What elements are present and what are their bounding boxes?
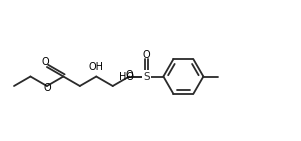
Text: O: O (126, 70, 133, 80)
Text: O: O (41, 57, 49, 67)
Text: S: S (143, 71, 150, 81)
Text: O: O (142, 50, 150, 60)
Text: O: O (43, 83, 51, 93)
Text: OH: OH (89, 62, 104, 72)
Text: HO: HO (119, 71, 134, 81)
